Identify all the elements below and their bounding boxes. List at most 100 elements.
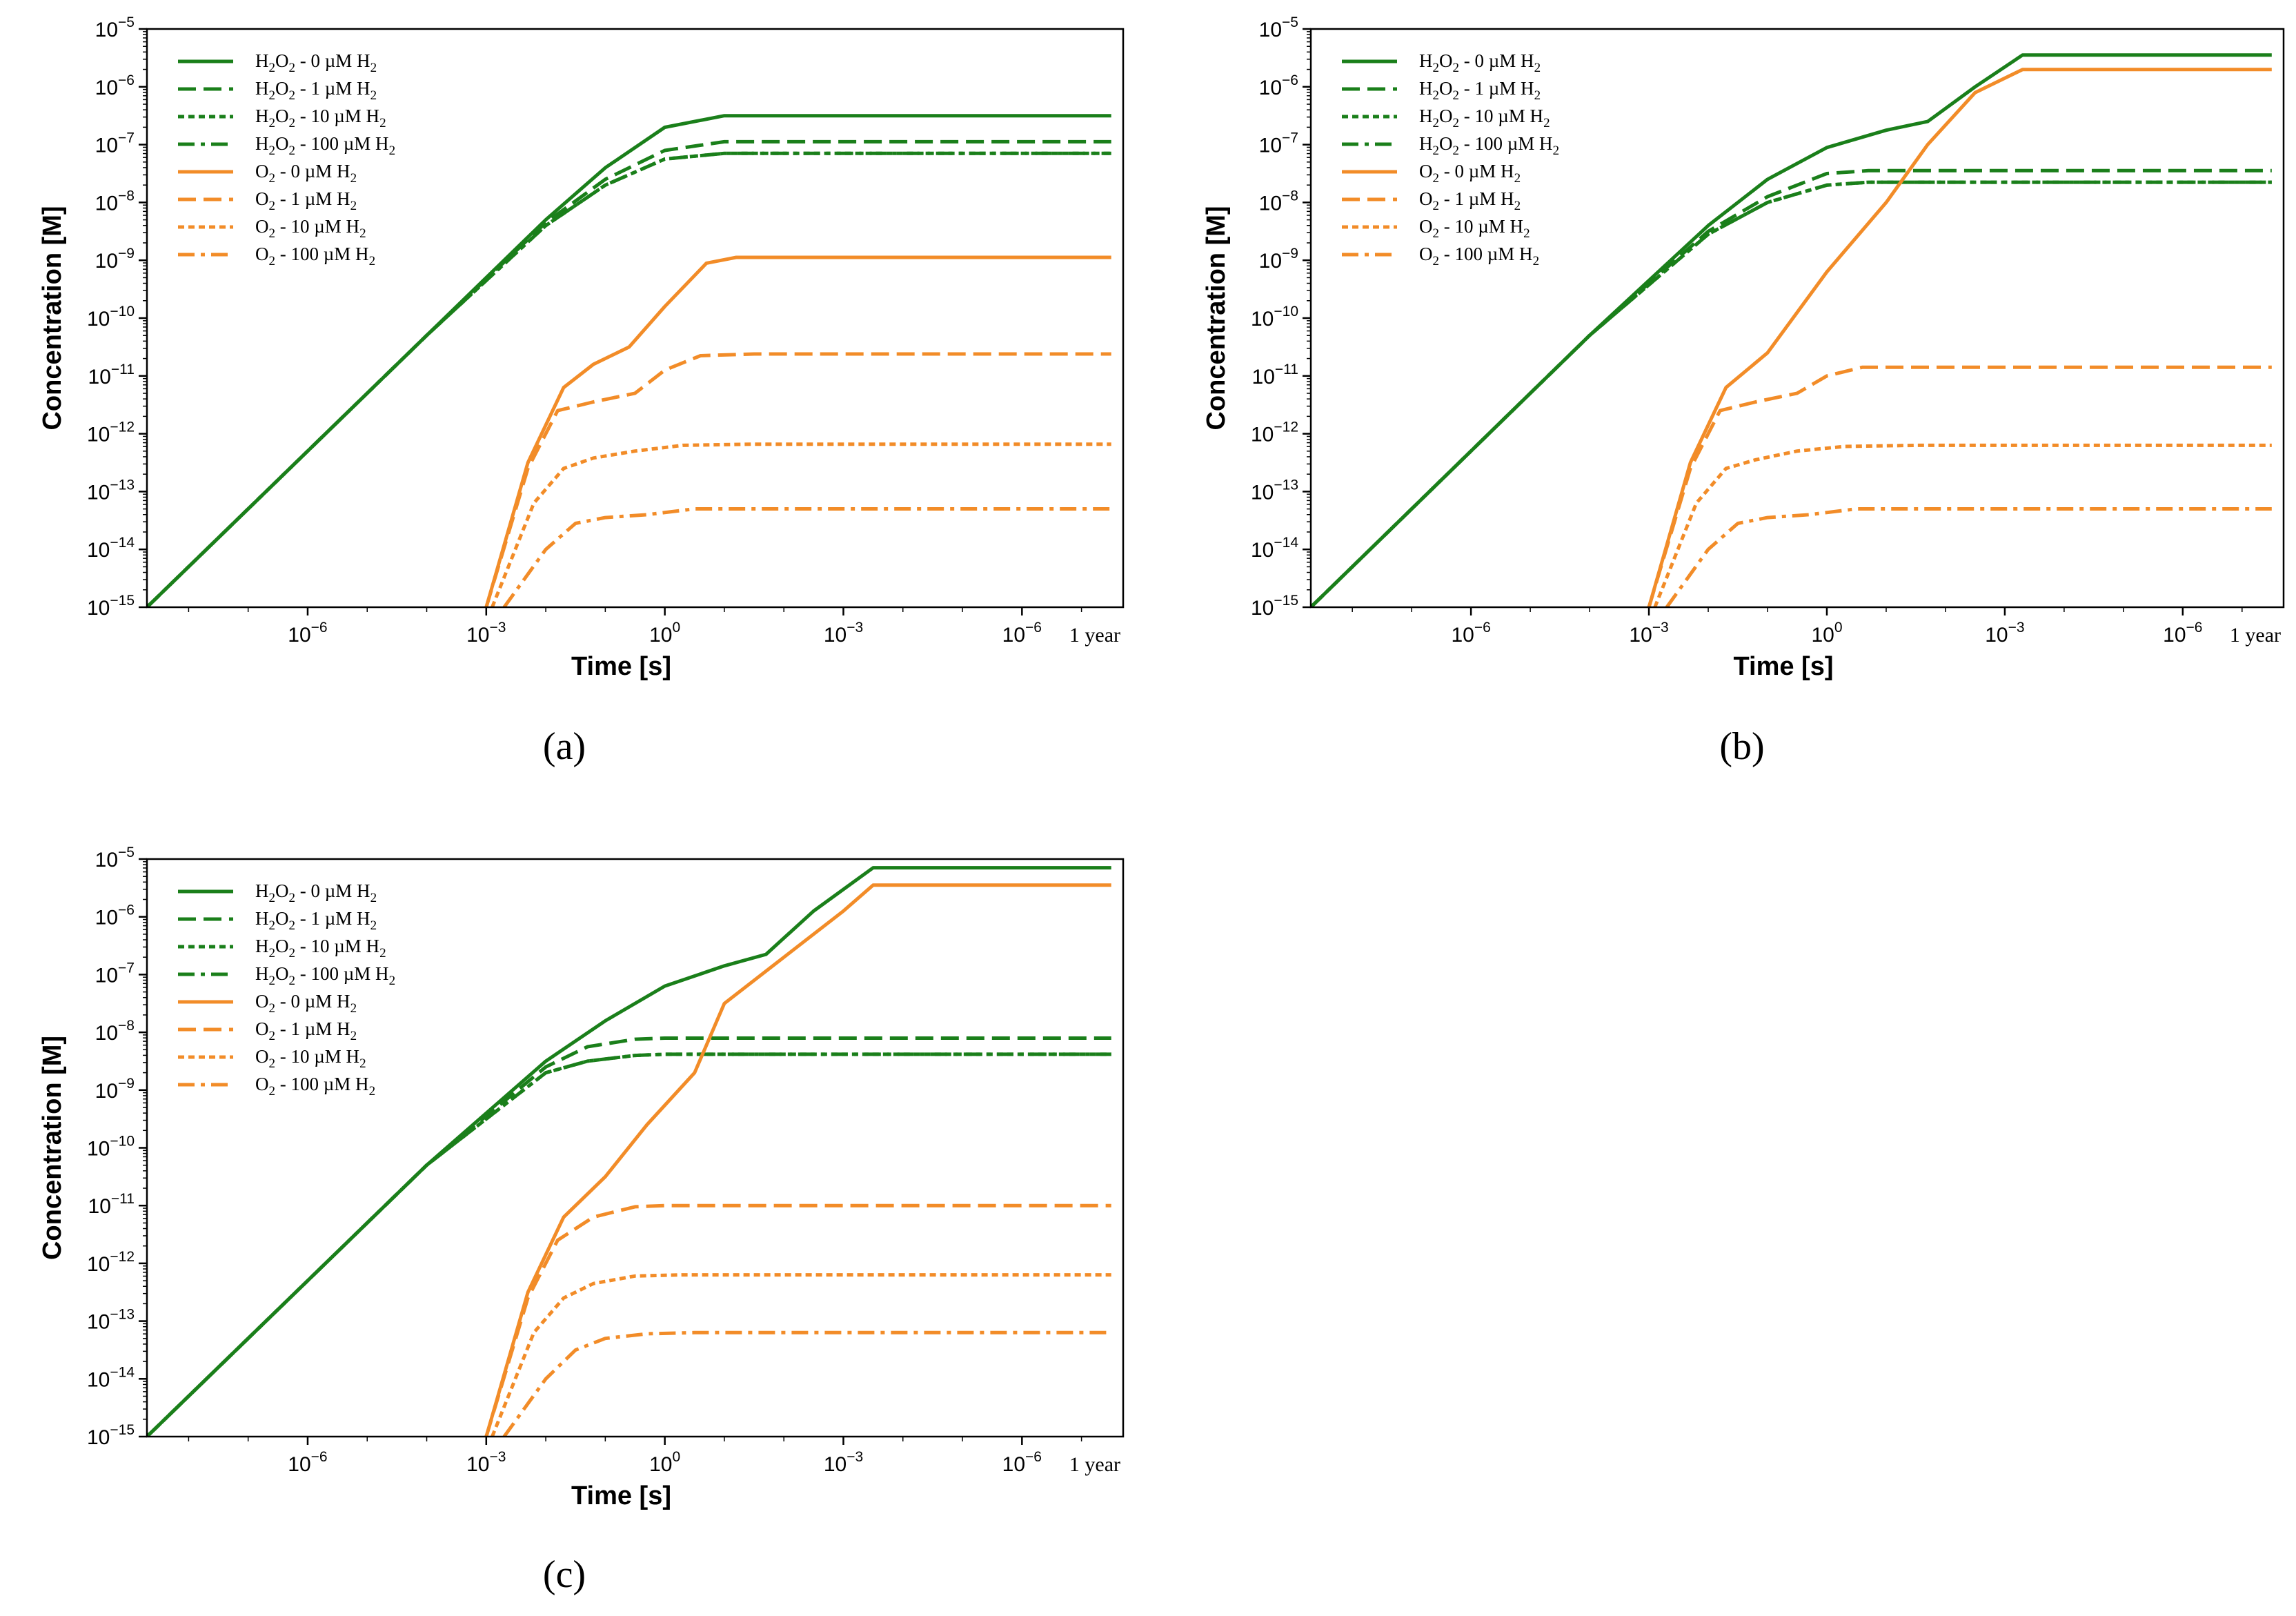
series-line-7 [1665,507,2272,607]
y-tick-label: 10−15 [87,593,135,620]
panel-caption: (b) [1719,725,1764,768]
x-axis-label: Time [s] [1733,652,1833,681]
y-tick-label: 10−7 [95,960,135,987]
series-line-2 [147,1052,1111,1437]
series-line-6 [1653,443,2272,607]
x-annotation: 1 year [1069,1453,1120,1476]
legend-label: H2O2 - 0 µM H2 [255,50,377,75]
legend: H2O2 - 0 µM H2 H2O2 - 1 µM H2 H2O2 - 10 µM… [1342,50,1559,268]
series-line-0 [147,866,1111,1437]
y-tick-label: 10−11 [88,362,135,388]
series-line-3 [1311,180,2272,607]
x-tick-label: 100 [649,1449,680,1476]
y-tick-label: 10−9 [95,246,135,273]
series-line-7 [502,1330,1111,1437]
y-tick-label: 10−14 [87,1364,135,1391]
x-tick-label: 100 [1811,620,1842,647]
legend-label: H2O2 - 100 µM H2 [255,133,395,158]
x-tick-label: 10−6 [288,620,327,647]
series-line-6 [491,442,1111,607]
x-axis-label: Time [s] [571,1481,671,1510]
y-tick-label: 10−8 [1259,188,1298,215]
y-tick-label: 10−7 [1259,130,1298,157]
series-line-3 [147,1052,1111,1437]
y-tick-label: 10−13 [87,477,135,504]
legend-label: O2 - 100 µM H2 [255,1074,375,1098]
y-tick-label: 10−10 [87,304,135,331]
chart-c: 10−15 10−14 10−13 10−12 10−11 10−10 10−9 10−8 10… [38,845,1125,1596]
x-tick-label: 10−6 [1451,620,1490,647]
x-tick-label: 10−3 [466,620,506,647]
legend-label: H2O2 - 1 µM H2 [1419,78,1541,103]
series-group [1311,53,2272,607]
y-tick-label: 10−8 [95,188,135,215]
series-line-5 [484,1203,1111,1437]
x-axis-label: Time [s] [571,652,671,681]
legend-label: O2 - 10 µM H2 [1419,216,1530,241]
y-tick-label: 10−9 [1259,246,1298,273]
legend-label: H2O2 - 10 µM H2 [255,936,386,960]
y-tick-label: 10−12 [87,420,135,446]
x-tick-label: 10−3 [466,1449,506,1476]
y-tick-label: 10−13 [87,1307,135,1334]
y-tick-label: 10−12 [87,1249,135,1276]
y-tick-label: 10−9 [95,1076,135,1103]
x-tick-label: 10−6 [2163,620,2202,647]
legend: H2O2 - 0 µM H2 H2O2 - 1 µM H2 H2O2 - 10 µM… [178,880,395,1098]
legend: H2O2 - 0 µM H2 H2O2 - 1 µM H2 H2O2 - 10 µM… [178,50,395,268]
y-tick-label: 10−13 [1251,477,1298,504]
y-tick-label: 10−7 [95,130,135,157]
y-tick-label: 10−15 [1251,593,1298,620]
y-tick-label: 10−8 [95,1018,135,1045]
series-line-3 [147,151,1111,607]
x-tick-label: 100 [649,620,680,647]
legend-label: H2O2 - 1 µM H2 [255,908,377,933]
series-line-6 [491,1273,1111,1437]
series-line-1 [147,1036,1111,1437]
legend-label: H2O2 - 10 µM H2 [255,106,386,130]
y-tick-label: 10−10 [1251,304,1298,331]
series-line-5 [484,352,1111,607]
legend-label: H2O2 - 0 µM H2 [255,880,377,905]
legend-label: O2 - 100 µM H2 [1419,244,1539,268]
series-line-7 [502,507,1111,607]
y-tick-label: 10−5 [95,845,135,871]
y-tick-label: 10−5 [95,14,135,41]
y-tick-label: 10−10 [87,1134,135,1161]
legend-label: O2 - 0 µM H2 [255,161,357,186]
legend-label: O2 - 0 µM H2 [255,991,357,1016]
y-tick-label: 10−11 [88,1191,135,1218]
x-tick-label: 10−3 [824,1449,863,1476]
x-tick-label: 10−6 [288,1449,327,1476]
legend-label: O2 - 1 µM H2 [1419,188,1521,213]
y-tick-label: 10−12 [1251,420,1298,446]
legend-label: O2 - 1 µM H2 [255,188,357,213]
chart-b: 10−15 10−14 10−13 10−12 10−11 10−10 10−9 10−8 10… [1202,14,2285,768]
series-line-0 [1311,53,2272,607]
legend-label: O2 - 100 µM H2 [255,244,375,268]
x-annotation: 1 year [1069,624,1120,647]
y-axis-label: Concentration [M] [1202,206,1231,430]
series-line-4 [484,255,1111,607]
chart-a: 10−15 10−14 10−13 10−12 10−11 10−10 10−9 10−8 10… [38,14,1125,768]
legend-label: O2 - 1 µM H2 [255,1018,357,1043]
legend-label: O2 - 10 µM H2 [255,1046,366,1071]
y-tick-label: 10−5 [1259,14,1298,41]
legend-label: H2O2 - 100 µM H2 [255,963,395,988]
series-group [147,866,1111,1437]
series-line-4 [1647,68,2272,607]
series-group [147,114,1111,607]
x-tick-label: 10−3 [1629,620,1668,647]
y-axis-label: Concentration [M] [38,1036,67,1260]
legend-label: H2O2 - 1 µM H2 [255,78,377,103]
series-line-1 [147,139,1111,607]
series-line-5 [1647,365,2272,607]
x-tick-label: 10−3 [1985,620,2024,647]
x-tick-label: 10−6 [1002,1449,1042,1476]
y-tick-label: 10−6 [95,72,135,99]
y-tick-label: 10−6 [1259,72,1298,99]
legend-label: O2 - 10 µM H2 [255,216,366,241]
y-tick-label: 10−15 [87,1422,135,1449]
legend-label: O2 - 0 µM H2 [1419,161,1521,186]
